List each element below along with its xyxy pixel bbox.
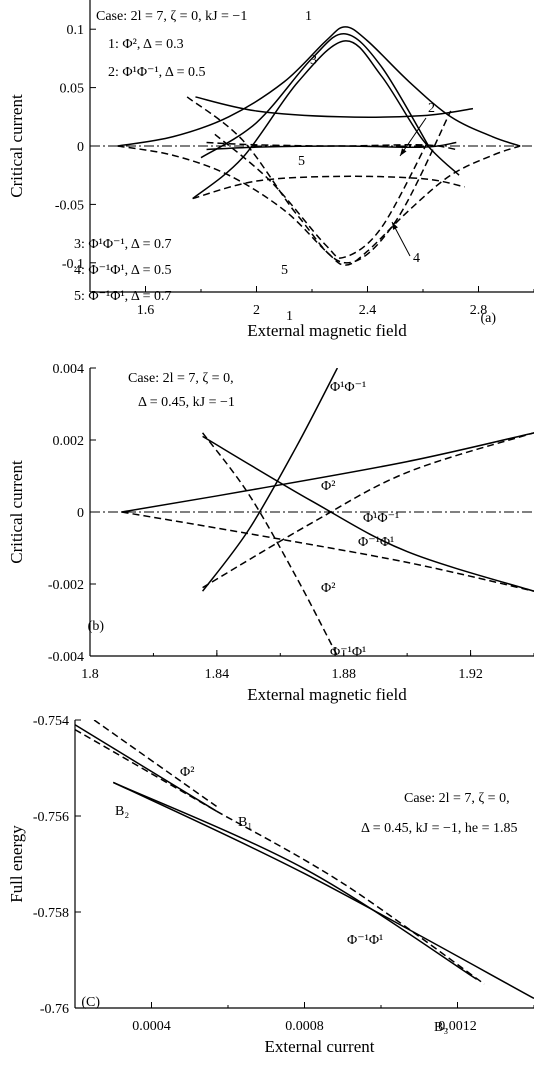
annotation: 2: Φ¹Φ⁻¹, Δ = 0.5 <box>108 65 206 80</box>
series-group <box>117 26 521 266</box>
y-tick-label: -0.004 <box>48 650 84 665</box>
panel-b: 1.8 1.84 1.88 1.92 0.004 0.002 0 -0.002 -0.004 Ex… <box>7 362 534 704</box>
x-tick-label: 0.0012 <box>438 1019 477 1034</box>
series-line-3 <box>121 511 534 592</box>
annotation: Case: 2l = 7, ζ = 0, kJ = −1 <box>96 9 247 24</box>
panel-c: 0.0004 0.0008 0.0012 -0.754 -0.756 -0.758 -0.7… <box>7 714 534 1056</box>
series-line-5 <box>216 810 485 985</box>
arrow-label-2-head <box>400 148 407 156</box>
y-tick-label: 0.1 <box>67 23 85 38</box>
series-line-5 <box>192 40 460 200</box>
y-axis-label: Critical current <box>7 94 26 198</box>
series-line-2 <box>75 728 217 812</box>
x-tick-label: 1.88 <box>331 667 356 682</box>
panel-label: (C) <box>81 995 100 1010</box>
x-axis-label: External magnetic field <box>247 685 407 704</box>
series-line-1 <box>75 724 217 812</box>
series-line-7 <box>192 175 465 200</box>
curve-label: B₃ <box>434 1020 448 1035</box>
y-tick-label: -0.756 <box>33 810 69 825</box>
x-tick-label: 1.8 <box>81 667 99 682</box>
y-tick-label: 0.004 <box>53 362 85 377</box>
y-tick-label: -0.002 <box>48 578 84 593</box>
curve-label: B₁ <box>238 815 252 830</box>
y-tick-label: 0 <box>77 506 84 521</box>
curve-label: Φ¹Φ⁻¹ <box>363 511 399 526</box>
series-line-0 <box>117 26 521 147</box>
y-axis-label: Critical current <box>7 460 26 564</box>
x-tick-label: 2.4 <box>359 303 377 318</box>
x-tick-label: 1.92 <box>458 667 483 682</box>
series-line-4 <box>112 781 534 1000</box>
panel-label: (b) <box>88 619 105 634</box>
annotation: Δ = 0.45, kJ = −1 <box>138 395 235 410</box>
x-tick-label: 1.6 <box>137 303 155 318</box>
series-line-5 <box>202 432 534 589</box>
curve-label: Φ² <box>321 479 335 494</box>
curve-label: 4 <box>413 251 420 266</box>
curve-label: 5 <box>281 263 288 278</box>
series-line-2 <box>121 432 534 513</box>
arrow-label-4-head <box>392 222 398 230</box>
x-tick-label: 1.84 <box>205 667 230 682</box>
arrow-label-2-shaft <box>399 117 427 157</box>
y-axis-label: Full energy <box>7 825 26 903</box>
annotation: 3: Φ¹Φ⁻¹, Δ = 0.7 <box>74 237 172 252</box>
series-group <box>75 720 534 1000</box>
curve-label: 2 <box>428 101 435 116</box>
curve-label: B₂ <box>115 804 129 819</box>
curve-label: 1 <box>286 309 293 324</box>
y-tick-label: -0.1 <box>62 257 84 272</box>
x-axis-label: External current <box>265 1037 375 1056</box>
series-line-4 <box>186 96 452 264</box>
series-line-1 <box>117 145 521 266</box>
y-tick-label: 0 <box>77 140 84 155</box>
series-line-6 <box>214 133 430 259</box>
panel-label: (a) <box>480 311 496 326</box>
curve-label: 3 <box>310 53 317 68</box>
curve-label: Φ⁻¹Φ¹ <box>347 933 383 948</box>
series-line-2 <box>200 33 430 159</box>
series-line-1 <box>201 432 339 656</box>
curve-label: Φ⁻¹Φ¹ <box>358 535 394 550</box>
panel-a: 1.6 2 2.4 2.8 0.1 0.05 0 -0.05 -0.1 External magn… <box>7 0 534 340</box>
y-tick-label: 0.05 <box>60 82 85 97</box>
annotation: 1: Φ², Δ = 0.3 <box>108 37 184 52</box>
curve-label: Φ⁻¹Φ¹ <box>330 645 366 660</box>
series-line-0 <box>93 720 217 808</box>
x-tick-label: 2 <box>253 303 260 318</box>
annotation: Case: 2l = 7, ζ = 0, <box>404 791 510 806</box>
x-tick-label: 0.0008 <box>285 1019 324 1034</box>
annotation: Case: 2l = 7, ζ = 0, <box>128 371 234 386</box>
annotation: 5: Φ⁻¹Φ¹, Δ = 0.7 <box>74 289 172 304</box>
y-tick-label: -0.758 <box>33 906 69 921</box>
series-group <box>121 368 534 656</box>
annotation: 4: Φ⁻¹Φ¹, Δ = 0.5 <box>74 263 172 278</box>
series-line-3 <box>195 96 474 118</box>
curve-label: 1 <box>305 9 312 24</box>
curve-label: Φ² <box>180 765 194 780</box>
y-tick-label: 0.002 <box>53 434 85 449</box>
y-tick-label: -0.76 <box>40 1002 69 1017</box>
x-axis-label: External magnetic field <box>247 321 407 340</box>
series-line-9 <box>206 141 457 151</box>
annotation: Δ = 0.45, kJ = −1, he = 1.85 <box>361 821 517 836</box>
y-tick-label: -0.754 <box>33 714 69 729</box>
curve-label: 5 <box>298 154 305 169</box>
x-tick-label: 0.0004 <box>132 1019 171 1034</box>
curve-label: Φ² <box>321 581 335 596</box>
x-tick-label: 2.8 <box>470 303 488 318</box>
series-line-4 <box>202 435 534 592</box>
curve-label: Φ¹Φ⁻¹ <box>330 380 366 395</box>
series-line-3 <box>112 781 478 980</box>
y-tick-label: -0.05 <box>55 198 84 213</box>
